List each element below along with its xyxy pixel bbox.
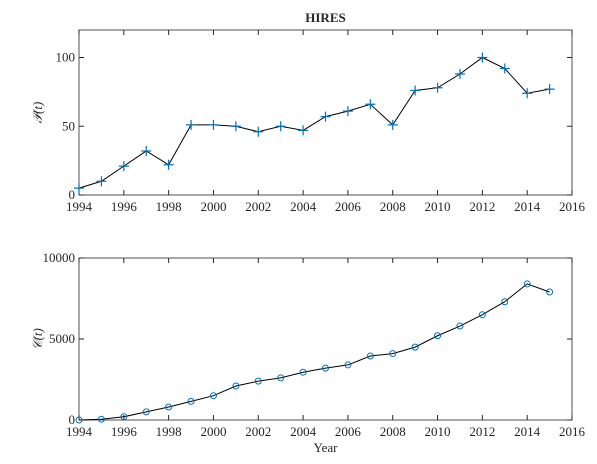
x-tick-label: 2004 <box>290 199 317 214</box>
marker <box>342 106 353 117</box>
data-line <box>78 56 550 189</box>
x-tick-label: 2006 <box>335 199 362 214</box>
x-tick-label: 1996 <box>111 424 138 439</box>
marker <box>142 408 150 416</box>
marker <box>163 159 174 170</box>
marker <box>120 413 128 421</box>
marker <box>299 368 307 376</box>
x-tick-label: 2014 <box>514 199 541 214</box>
x-tick-label: 1996 <box>111 199 138 214</box>
x-tick-label: 1994 <box>66 199 93 214</box>
marker <box>477 52 488 63</box>
x-tick-label: 2012 <box>469 424 495 439</box>
x-tick-label: 2014 <box>514 424 541 439</box>
y-tick-label: 0 <box>69 187 76 202</box>
marker <box>96 176 107 187</box>
marker <box>298 125 309 136</box>
y-axis-label: 𝒫(t) <box>30 102 45 124</box>
marker <box>523 280 531 288</box>
marker <box>277 374 285 382</box>
marker <box>253 126 264 137</box>
marker <box>501 298 509 306</box>
marker <box>322 364 329 372</box>
x-tick-label: 2016 <box>559 424 586 439</box>
marker <box>165 403 173 411</box>
chart-title: HIRES <box>305 10 345 25</box>
marker <box>232 382 240 390</box>
marker <box>75 416 83 424</box>
x-tick-label: 2000 <box>200 199 226 214</box>
x-tick-label: 2012 <box>469 199 495 214</box>
marker <box>522 88 533 99</box>
y-tick-label: 10000 <box>43 250 76 265</box>
marker <box>209 392 217 400</box>
marker <box>478 311 486 319</box>
y-tick-label: 0 <box>69 412 76 427</box>
x-tick-label: 2000 <box>200 424 226 439</box>
axes-box <box>78 257 573 421</box>
x-tick-label: 2008 <box>380 199 406 214</box>
y-tick-label: 100 <box>56 50 76 65</box>
axes-box <box>78 29 573 196</box>
data-line <box>78 283 550 421</box>
marker <box>118 161 129 172</box>
y-tick-label: 5000 <box>49 331 75 346</box>
marker <box>230 121 241 132</box>
x-tick-label: 2010 <box>425 424 451 439</box>
marker <box>141 146 152 156</box>
marker <box>365 99 376 110</box>
marker <box>454 69 465 79</box>
x-axis-label: Year <box>314 440 339 455</box>
marker <box>387 119 398 130</box>
marker <box>74 183 84 194</box>
x-tick-label: 2002 <box>245 424 271 439</box>
marker <box>410 85 421 96</box>
x-tick-label: 2008 <box>380 424 406 439</box>
marker <box>320 111 331 122</box>
marker <box>499 63 510 74</box>
marker <box>187 397 195 405</box>
x-tick-label: 2002 <box>245 199 271 214</box>
x-tick-label: 1998 <box>156 424 182 439</box>
x-tick-label: 1998 <box>156 199 182 214</box>
marker <box>544 84 555 95</box>
x-tick-label: 2006 <box>335 424 362 439</box>
marker <box>366 352 374 360</box>
marker <box>389 350 397 358</box>
y-tick-label: 50 <box>62 118 75 133</box>
x-tick-label: 1994 <box>66 424 93 439</box>
y-axis-label: 𝒞(t) <box>30 328 45 350</box>
marker <box>275 121 286 132</box>
x-tick-label: 2010 <box>425 199 451 214</box>
marker <box>432 82 443 93</box>
marker <box>434 332 442 340</box>
marker <box>208 119 219 130</box>
marker <box>456 322 464 330</box>
x-tick-label: 2004 <box>290 424 317 439</box>
x-tick-label: 2016 <box>559 199 586 214</box>
marker <box>186 119 197 130</box>
marker <box>411 343 419 351</box>
marker <box>254 377 262 385</box>
marker <box>546 288 554 296</box>
marker <box>344 361 352 369</box>
marker <box>97 415 105 423</box>
